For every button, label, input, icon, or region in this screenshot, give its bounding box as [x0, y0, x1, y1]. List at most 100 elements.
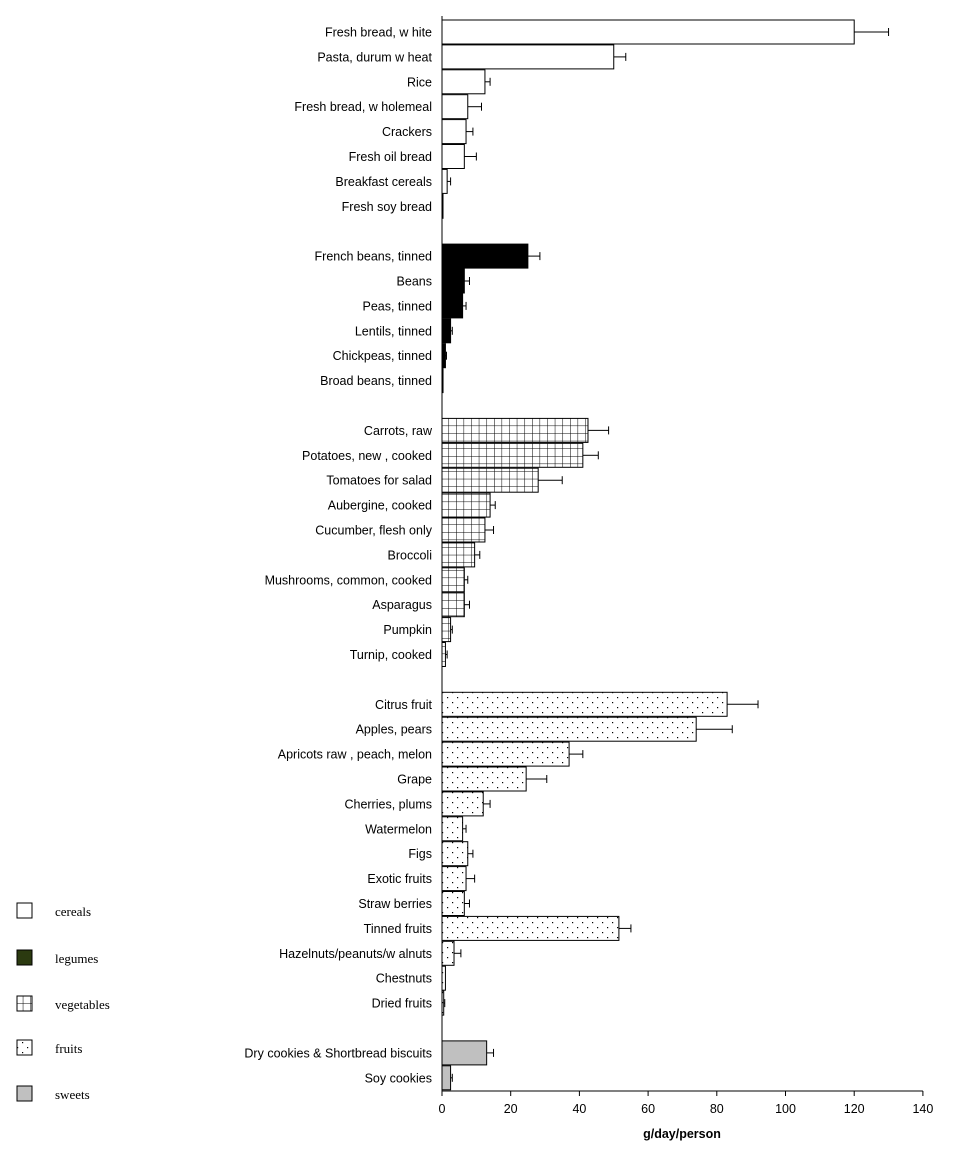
legend-swatch-legumes — [17, 950, 32, 965]
bar-exotic-fruits — [442, 867, 466, 891]
error-bar-fresh-bread-w-hite — [854, 28, 888, 36]
bar-potatoes-new-cooked — [442, 443, 583, 467]
bar-pumpkin — [442, 618, 451, 642]
error-bar-potatoes-new-cooked — [583, 451, 598, 459]
category-label-watermelon: Watermelon — [365, 822, 432, 836]
error-bar-beans — [464, 277, 469, 285]
bar-carrots-raw — [442, 418, 588, 442]
x-tick-label-120: 120 — [844, 1102, 865, 1116]
error-bar-peas-tinned — [463, 302, 466, 310]
error-bar-citrus-fruit — [727, 700, 758, 708]
x-tick-label-40: 40 — [572, 1102, 586, 1116]
x-tick-label-20: 20 — [504, 1102, 518, 1116]
category-label-mushrooms-common-cooked: Mushrooms, common, cooked — [265, 573, 432, 587]
category-label-pasta-durum-w-heat: Pasta, durum w heat — [317, 50, 432, 64]
legend-item-cereals: cereals — [17, 903, 91, 919]
error-bar-watermelon — [463, 825, 466, 833]
plot-area: Fresh bread, w hite Pasta, durum w heat Ri… — [244, 16, 933, 1116]
x-tick-label-140: 140 — [912, 1102, 933, 1116]
error-bar-mushrooms-common-cooked — [464, 576, 467, 584]
bar-crackers — [442, 120, 466, 144]
legend-label-vegetables: vegetables — [55, 997, 110, 1012]
category-label-exotic-fruits: Exotic fruits — [367, 872, 432, 886]
bar-asparagus — [442, 593, 464, 617]
legend-item-fruits: fruits — [17, 1040, 82, 1056]
category-label-fresh-oil-bread: Fresh oil bread — [349, 150, 432, 164]
bar-turnip-cooked — [442, 643, 445, 667]
bar-fresh-bread-w-hite — [442, 20, 854, 44]
bar-fresh-oil-bread — [442, 145, 464, 169]
legend-item-legumes: legumes — [17, 950, 98, 966]
category-label-aubergine-cooked: Aubergine, cooked — [328, 499, 432, 513]
error-bar-crackers — [466, 128, 473, 136]
category-label-grape: Grape — [397, 773, 432, 787]
error-bar-exotic-fruits — [466, 875, 475, 883]
category-label-soy-cookies: Soy cookies — [365, 1071, 432, 1085]
category-label-citrus-fruit: Citrus fruit — [375, 698, 432, 712]
x-tick-label-0: 0 — [439, 1102, 446, 1116]
category-label-potatoes-new-cooked: Potatoes, new , cooked — [302, 449, 432, 463]
category-label-peas-tinned: Peas, tinned — [363, 299, 433, 313]
error-bar-cucumber-flesh-only — [485, 526, 494, 534]
category-label-tomatoes-for-salad: Tomatoes for salad — [326, 474, 432, 488]
category-label-turnip-cooked: Turnip, cooked — [350, 648, 432, 662]
error-bar-asparagus — [464, 601, 469, 609]
error-bar-figs — [468, 850, 473, 858]
bar-cherries-plums — [442, 792, 483, 816]
error-bar-hazelnuts-peanuts-w-alnuts — [454, 949, 461, 957]
category-label-crackers: Crackers — [382, 125, 432, 139]
legend-label-sweets: sweets — [55, 1087, 90, 1102]
legend-swatch-fruits — [17, 1040, 32, 1055]
category-label-lentils-tinned: Lentils, tinned — [355, 324, 432, 338]
error-bar-french-beans-tinned — [528, 252, 540, 260]
x-axis-title: g/day/person — [643, 1127, 721, 1141]
category-label-dried-fruits: Dried fruits — [372, 997, 432, 1011]
bar-cucumber-flesh-only — [442, 518, 485, 542]
category-label-chestnuts: Chestnuts — [376, 972, 432, 986]
error-bar-cherries-plums — [483, 800, 490, 808]
bar-dry-cookies-shortbread-biscuits — [442, 1041, 487, 1065]
error-bar-tinned-fruits — [619, 924, 631, 932]
bar-beans — [442, 269, 464, 293]
bar-chestnuts — [442, 966, 445, 990]
bar-citrus-fruit — [442, 692, 727, 716]
bar-hazelnuts-peanuts-w-alnuts — [442, 941, 454, 965]
category-label-straw-berries: Straw berries — [358, 897, 432, 911]
bar-aubergine-cooked — [442, 493, 490, 517]
legend-swatch-cereals — [17, 903, 32, 918]
category-label-figs: Figs — [408, 847, 432, 861]
legend-item-vegetables: vegetables — [17, 996, 110, 1012]
error-bar-rice — [485, 78, 490, 86]
category-label-carrots-raw: Carrots, raw — [364, 424, 433, 438]
category-label-beans: Beans — [397, 275, 432, 289]
bar-straw-berries — [442, 892, 464, 916]
error-bar-apricots-raw-peach-melon — [569, 750, 583, 758]
bar-fresh-bread-w-holemeal — [442, 95, 468, 119]
bar-apples-pears — [442, 717, 696, 741]
error-bar-fresh-bread-w-holemeal — [468, 103, 482, 111]
error-bar-straw-berries — [464, 900, 469, 908]
x-tick-label-100: 100 — [775, 1102, 796, 1116]
error-bar-dry-cookies-shortbread-biscuits — [487, 1049, 494, 1057]
error-bar-pasta-durum-w-heat — [614, 53, 626, 61]
legend-label-fruits: fruits — [55, 1041, 82, 1056]
category-label-fresh-bread-w-hite: Fresh bread, w hite — [325, 26, 432, 40]
legend-swatch-sweets — [17, 1086, 32, 1101]
category-label-fresh-bread-w-holemeal: Fresh bread, w holemeal — [294, 100, 432, 114]
legend-swatch-vegetables — [17, 996, 32, 1011]
category-label-hazelnuts-peanuts-w-alnuts: Hazelnuts/peanuts/w alnuts — [279, 947, 432, 961]
category-label-breakfast-cereals: Breakfast cereals — [335, 175, 432, 189]
category-label-apples-pears: Apples, pears — [356, 723, 432, 737]
bar-figs — [442, 842, 468, 866]
category-label-asparagus: Asparagus — [372, 598, 432, 612]
category-label-dry-cookies-shortbread-biscuits: Dry cookies & Shortbread biscuits — [244, 1046, 432, 1060]
category-label-fresh-soy-bread: Fresh soy bread — [342, 200, 432, 214]
category-label-broccoli: Broccoli — [388, 548, 432, 562]
category-label-rice: Rice — [407, 75, 432, 89]
category-label-chickpeas-tinned: Chickpeas, tinned — [333, 349, 432, 363]
bar-french-beans-tinned — [442, 244, 528, 268]
x-tick-label-80: 80 — [710, 1102, 724, 1116]
category-label-apricots-raw-peach-melon: Apricots raw , peach, melon — [278, 748, 432, 762]
category-label-french-beans-tinned: French beans, tinned — [315, 250, 432, 264]
x-tick-label-60: 60 — [641, 1102, 655, 1116]
